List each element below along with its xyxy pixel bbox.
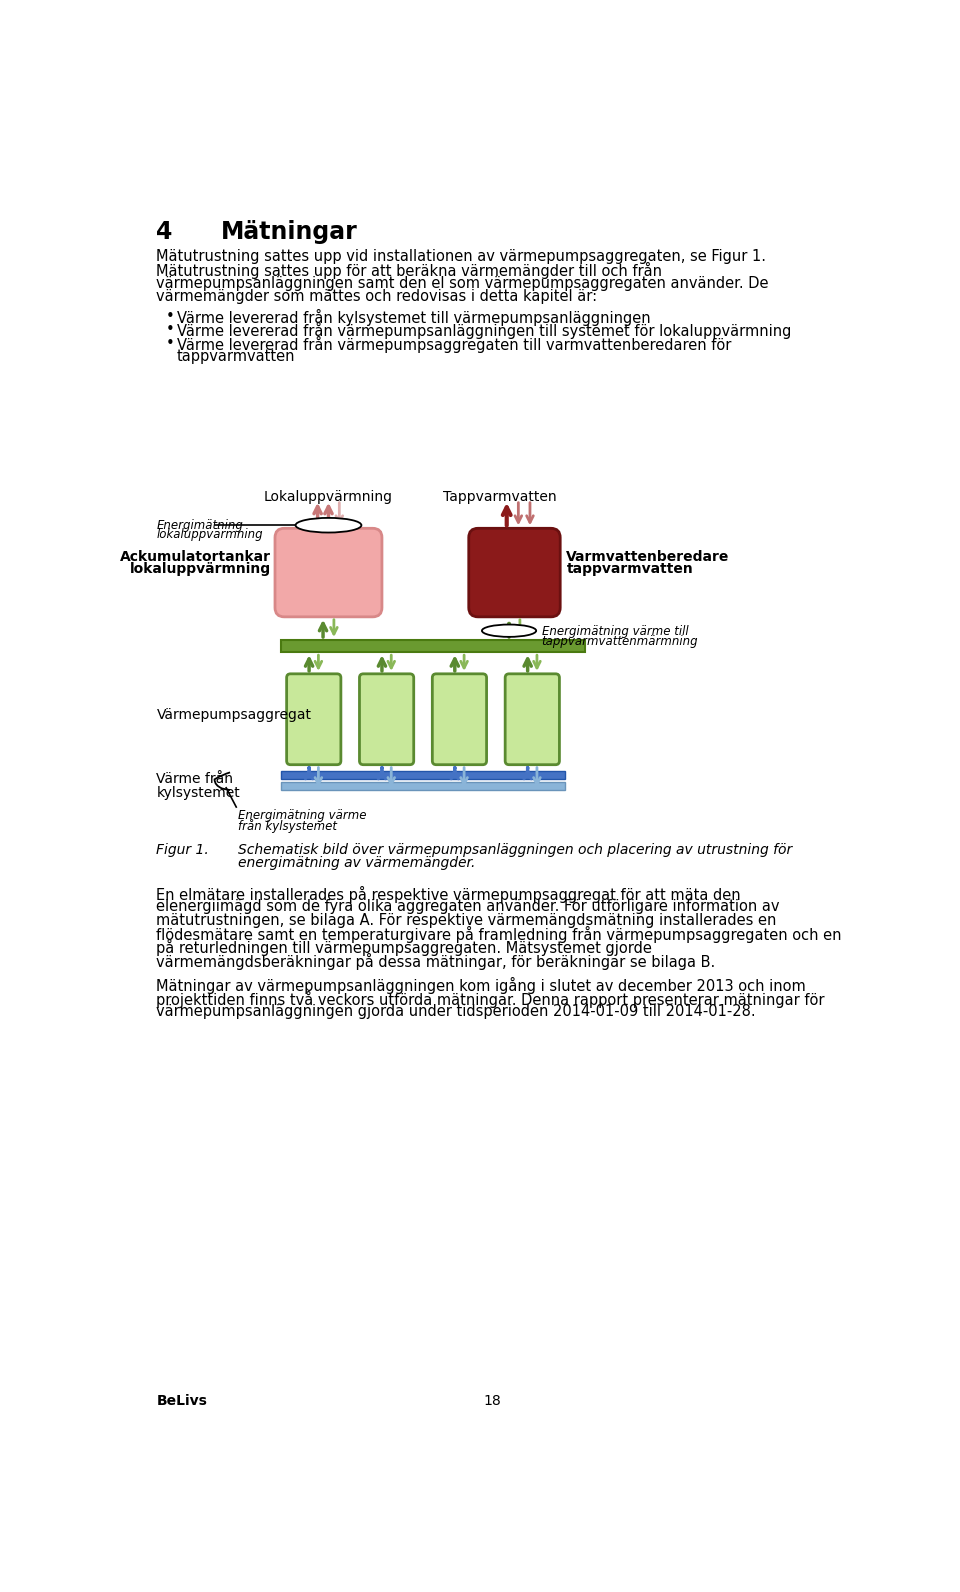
Text: Värmepumpsaggregat: Värmepumpsaggregat bbox=[156, 708, 311, 723]
Text: värmepumpsanläggningen gjorda under tidsperioden 2014-01-09 till 2014-01-28.: värmepumpsanläggningen gjorda under tids… bbox=[156, 1005, 756, 1019]
Text: Mätutrustning sattes upp för att beräkna värmemängder till och från: Mätutrustning sattes upp för att beräkna… bbox=[156, 263, 662, 279]
Text: Schematisk bild över värmepumpsanläggningen och placering av utrustning för: Schematisk bild över värmepumpsanläggnin… bbox=[238, 844, 792, 856]
Text: tappvarmvattenmärmning: tappvarmvattenmärmning bbox=[541, 635, 698, 648]
Text: Värme levererad från kylsystemet till värmepumpsanläggningen: Värme levererad från kylsystemet till vä… bbox=[177, 309, 650, 326]
Text: Mätningar av värmepumpsanläggningen kom igång i slutet av december 2013 och inom: Mätningar av värmepumpsanläggningen kom … bbox=[156, 977, 806, 995]
Ellipse shape bbox=[296, 517, 361, 533]
Bar bbox=[281, 782, 564, 790]
Text: Ackumulatortankar: Ackumulatortankar bbox=[120, 549, 271, 564]
Bar bbox=[281, 771, 564, 780]
Text: tappvarmvatten: tappvarmvatten bbox=[177, 349, 295, 365]
Text: Tappvarmvatten: Tappvarmvatten bbox=[443, 490, 557, 503]
Text: Värme från: Värme från bbox=[156, 772, 233, 786]
Text: projekttiden finns två veckors utförda mätningar. Denna rapport presenterar mätn: projekttiden finns två veckors utförda m… bbox=[156, 990, 825, 1008]
Text: Värme levererad från värmepumpsaggregaten till varmvattenberedaren för: Värme levererad från värmepumpsaggregate… bbox=[177, 336, 731, 353]
Text: elenergiimägd som de fyra olika aggregaten använder. För utförligare information: elenergiimägd som de fyra olika aggregat… bbox=[156, 899, 780, 914]
Text: Mätutrustning sattes upp vid installationen av värmepumpsaggregaten, se Figur 1.: Mätutrustning sattes upp vid installatio… bbox=[156, 248, 766, 264]
Text: lokaluppvärmning: lokaluppvärmning bbox=[156, 529, 263, 541]
Text: flödesmätare samt en temperaturgivare på framledning från värmepumpsaggregaten o: flödesmätare samt en temperaturgivare på… bbox=[156, 927, 842, 942]
Text: Energimätning värme: Energimätning värme bbox=[238, 809, 367, 821]
FancyBboxPatch shape bbox=[359, 673, 414, 764]
Text: från kylsystemet: från kylsystemet bbox=[238, 818, 337, 833]
Text: •: • bbox=[166, 336, 175, 350]
Ellipse shape bbox=[482, 624, 537, 637]
Text: kylsystemet: kylsystemet bbox=[156, 786, 240, 799]
Text: Energimätning värme till: Energimätning värme till bbox=[541, 624, 688, 637]
Text: 18: 18 bbox=[483, 1393, 501, 1407]
Text: mätutrustningen, se bilaga A. För respektive värmemängdsmätning installerades en: mätutrustningen, se bilaga A. För respek… bbox=[156, 912, 777, 928]
Text: Energimätning: Energimätning bbox=[156, 519, 243, 532]
Text: Värme levererad från värmepumpsanläggningen till systemet för lokaluppvärmning: Värme levererad från värmepumpsanläggnin… bbox=[177, 322, 791, 339]
Text: lokaluppvärmning: lokaluppvärmning bbox=[130, 562, 271, 576]
FancyBboxPatch shape bbox=[287, 673, 341, 764]
FancyBboxPatch shape bbox=[432, 673, 487, 764]
Text: En elmätare installerades på respektive värmepumpsaggregat för att mäta den: En elmätare installerades på respektive … bbox=[156, 885, 741, 903]
Text: tappvarmvatten: tappvarmvatten bbox=[566, 562, 693, 576]
Text: •: • bbox=[166, 309, 175, 323]
Text: •: • bbox=[166, 322, 175, 338]
Text: Figur 1.: Figur 1. bbox=[156, 844, 209, 856]
Text: värmemängdsberäkningar på dessa mätningar, för beräkningar se bilaga B.: värmemängdsberäkningar på dessa mätninga… bbox=[156, 954, 715, 970]
Text: värmemängder som mättes och redovisas i detta kapitel är:: värmemängder som mättes och redovisas i … bbox=[156, 290, 597, 304]
FancyBboxPatch shape bbox=[505, 673, 560, 764]
Text: energimätning av värmemängder.: energimätning av värmemängder. bbox=[238, 856, 475, 871]
FancyBboxPatch shape bbox=[275, 529, 382, 616]
FancyBboxPatch shape bbox=[468, 529, 561, 616]
Bar bbox=[281, 640, 585, 653]
Text: på returledningen till värmepumpsaggregaten. Mätsystemet gjorde: på returledningen till värmepumpsaggrega… bbox=[156, 939, 652, 957]
Text: 4: 4 bbox=[156, 220, 173, 244]
Text: Varmvattenberedare: Varmvattenberedare bbox=[566, 549, 730, 564]
Text: Lokaluppvärmning: Lokaluppvärmning bbox=[263, 490, 393, 503]
Text: Mätningar: Mätningar bbox=[221, 220, 357, 244]
Text: värmepumpsanläggningen samt den el som värmepumpsaggregaten använder. De: värmepumpsanläggningen samt den el som v… bbox=[156, 275, 769, 291]
Text: BeLivs: BeLivs bbox=[156, 1393, 207, 1407]
